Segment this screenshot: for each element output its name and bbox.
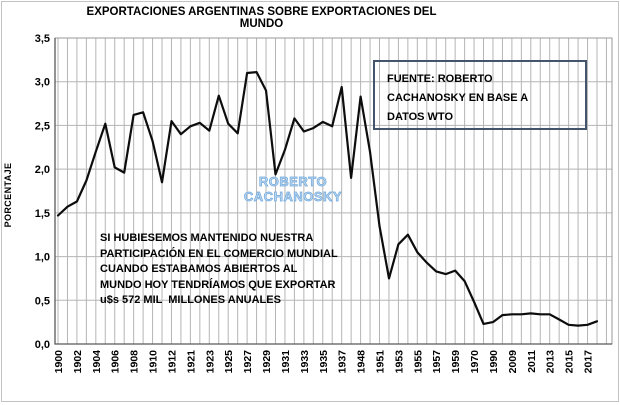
x-tick-label: 2015 [564, 350, 576, 374]
x-tick-label: 1935 [318, 350, 330, 374]
y-tick-label: 1,5 [35, 208, 50, 220]
x-tick-labels: 1900 1902 1904 1906 1908 1910 1912 1921 1923 1925… [53, 350, 595, 374]
source-text: FUENTE: ROBERTO CACHANOSKY EN BASE A DAT… [387, 73, 529, 123]
y-tick-label: 0,5 [35, 295, 50, 307]
x-tick-label: 1904 [91, 350, 103, 374]
x-tick-label: 1957 [431, 350, 443, 374]
x-tick-label: 1900 [53, 350, 65, 374]
x-tick-label: 1933 [299, 350, 311, 374]
y-tick-label: 1,0 [35, 252, 50, 264]
x-tick-label: 1951 [375, 350, 387, 374]
x-tick-label: 2009 [507, 350, 519, 374]
y-axis-title: PORCENTAJE [3, 162, 13, 228]
y-tick-label: 0,0 [35, 339, 50, 351]
x-tick-label: 1921 [185, 350, 197, 374]
x-tick-label: 1948 [356, 350, 368, 374]
x-tick-label: 2017 [583, 350, 595, 374]
x-tick-label: 1912 [166, 350, 178, 374]
source-box: FUENTE: ROBERTO CACHANOSKY EN BASE A DAT… [373, 60, 587, 130]
series-line [56, 70, 599, 327]
y-tick-label: 3,5 [35, 33, 50, 45]
x-tick-label: 1925 [223, 350, 235, 374]
chart-title: EXPORTACIONES ARGENTINAS SOBRE EXPORTACI… [86, 6, 437, 30]
vertical-gridlines [57, 38, 607, 344]
x-tick-label: 1910 [148, 350, 160, 374]
x-tick-label: 1937 [337, 350, 349, 374]
x-tick-label: 1927 [242, 350, 254, 374]
x-tick-label: 1959 [450, 350, 462, 374]
x-tick-label: 1953 [393, 350, 405, 374]
y-tick-label: 2,5 [35, 120, 50, 132]
x-tick-label: 1931 [280, 350, 292, 374]
y-tick-label: 3,0 [35, 77, 50, 89]
x-tick-label: 1906 [110, 350, 122, 374]
x-tick-label: 1955 [412, 350, 424, 374]
x-tick-label: 2013 [545, 350, 557, 374]
y-tick-label: 2,0 [35, 164, 50, 176]
x-tick-label: 1990 [488, 350, 500, 374]
x-tick-label: 2011 [526, 350, 538, 373]
x-tick-label: 1908 [129, 350, 141, 374]
axes [54, 38, 612, 345]
x-tick-label: 1929 [261, 350, 273, 374]
watermark-text: ROBERTO CACHANOSKY [243, 174, 343, 205]
y-tick-labels: 0,0 0,5 1,0 1,5 2,0 2,5 3,0 3,5 [35, 33, 50, 351]
x-tick-label: 1923 [204, 350, 216, 374]
x-tick-label: 1902 [72, 350, 84, 374]
annotation-text: SI HUBIESEMOS MANTENIDO NUESTRA PARTICIP… [100, 232, 338, 306]
x-tick-label: 1970 [469, 350, 481, 374]
